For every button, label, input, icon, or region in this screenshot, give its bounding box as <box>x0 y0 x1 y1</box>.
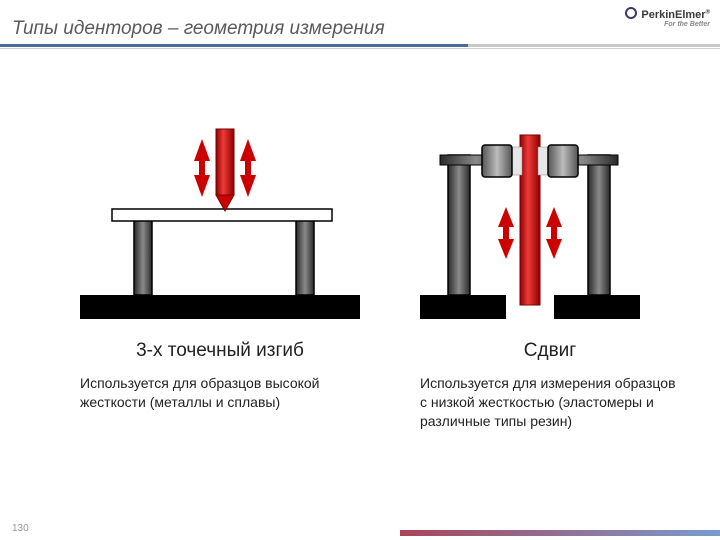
logo: PerkinElmer® For the Better <box>624 6 710 28</box>
header-underline-thin <box>0 48 720 49</box>
diagram-area: 3-х точечный изгиб Используется для обра… <box>0 85 720 540</box>
logo-icon <box>624 6 638 20</box>
page-title: Типы иденторов – геометрия измерения <box>12 18 385 40</box>
header-underline <box>0 44 720 47</box>
bend-diagram-svg <box>80 105 360 325</box>
shear-caption: Сдвиг <box>420 340 680 362</box>
shear-description: Используется для измерения образцов с ни… <box>420 374 680 431</box>
shear-arrow-right <box>546 207 562 259</box>
arrow-set-right <box>240 139 256 197</box>
figure-3point-bend: 3-х точечный изгиб Используется для обра… <box>80 105 360 412</box>
page-number: 130 <box>12 523 29 534</box>
shear-arrow-left <box>498 207 514 259</box>
header: Типы иденторов – геометрия измерения Per… <box>0 0 720 52</box>
figure-shear: Сдвиг Используется для измерения образцо… <box>420 105 680 431</box>
logo-text: PerkinElmer <box>641 9 705 21</box>
bend-description: Используется для образцов высокой жестко… <box>80 374 360 412</box>
arrow-set-left <box>194 139 210 197</box>
bend-caption: 3-х точечный изгиб <box>80 340 360 362</box>
logo-subtext: For the Better <box>624 21 710 28</box>
footer-bar <box>400 530 720 536</box>
shear-diagram-svg <box>420 105 640 325</box>
